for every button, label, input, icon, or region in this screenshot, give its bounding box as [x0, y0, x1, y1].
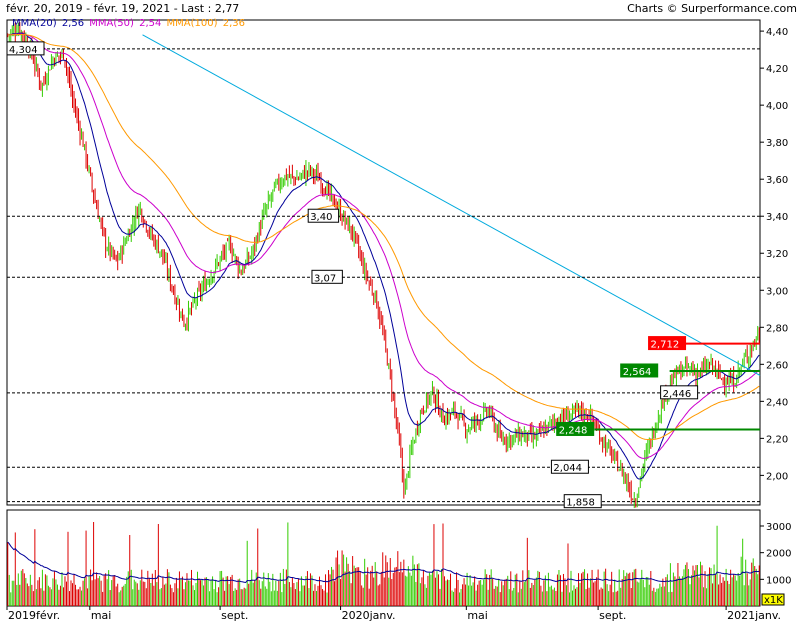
price-tick-label: 3,60 — [766, 175, 788, 186]
price-tick-label: 4,20 — [766, 64, 788, 75]
level-label-box — [550, 459, 589, 474]
price-tick-label: 4,00 — [766, 101, 788, 112]
legend-mma20-value: 2,56 — [61, 18, 85, 29]
volume-unit-badge: x1K — [764, 595, 783, 606]
level-label: 3,40 — [310, 212, 332, 223]
volume-average-line — [7, 541, 760, 584]
price-tick-label: 2,40 — [766, 397, 788, 408]
volume-panel-frame — [6, 509, 761, 607]
volume-tick-label: 3000 — [766, 522, 791, 533]
x-tick-label: sept. — [599, 609, 626, 622]
price-tick-label: 2,80 — [766, 323, 788, 334]
x-tick-label: 2021janv. — [727, 609, 781, 622]
price-panel-frame — [6, 19, 761, 506]
price-tick-label: 2,20 — [766, 434, 788, 445]
volume-tick-label: 1000 — [766, 575, 791, 586]
price-tick-label: 3,80 — [766, 138, 788, 149]
chart-period: févr. 20, 2019 - févr. 19, 2021 - Last :… — [6, 2, 240, 15]
moving-average-legend: MMA(20) 2,56 MMA(50) 2,54 MMA(100) 2,36 — [12, 18, 247, 29]
level-label: 2,044 — [553, 463, 582, 474]
x-tick-label: mai — [467, 609, 488, 622]
level-label-box — [648, 336, 687, 351]
mma50-line — [7, 33, 760, 459]
level-label-box — [556, 421, 595, 436]
chart-credit: Charts © Surperformance.com — [627, 2, 797, 15]
x-tick-label: 2020janv. — [342, 609, 396, 622]
legend-mma50-label: MMA(50) — [89, 18, 134, 29]
level-label: 4,304 — [9, 45, 38, 56]
level-label: 2,446 — [663, 389, 692, 400]
mma100-line — [7, 33, 760, 441]
level-label: 2,712 — [651, 340, 680, 351]
level-label-box — [563, 494, 602, 509]
level-label: 1,858 — [566, 498, 595, 509]
level-label-box — [660, 385, 699, 400]
price-tick-label: 3,20 — [766, 249, 788, 260]
level-label: 3,07 — [314, 273, 336, 284]
x-tick-label: sept. — [221, 609, 248, 622]
level-label-box — [6, 41, 45, 56]
legend-mma50-value: 2,54 — [139, 18, 162, 29]
mma20-line — [7, 32, 760, 480]
x-tick-label: mai — [91, 609, 112, 622]
volume-bars — [7, 522, 760, 606]
level-label-box — [620, 363, 659, 378]
price-tick-label: 3,00 — [766, 286, 788, 297]
price-tick-label: 2,60 — [766, 360, 788, 371]
legend-mma100-value: 2,36 — [222, 18, 245, 29]
level-label: 2,248 — [559, 425, 588, 436]
price-tick-label: 4,40 — [766, 27, 788, 38]
price-tick-label: 3,40 — [766, 212, 788, 223]
x-tick-label: 2019févr. — [8, 609, 60, 622]
legend-mma20-label: MMA(20) — [12, 18, 57, 29]
level-label-box — [307, 208, 340, 223]
price-tick-label: 2,00 — [766, 471, 788, 482]
volume-tick-label: 2000 — [766, 549, 791, 560]
volume-unit-badge-bg — [761, 593, 785, 606]
level-label: 2,564 — [623, 367, 652, 378]
downtrend-line — [142, 34, 761, 376]
level-label-box — [311, 269, 343, 284]
price-bars — [7, 22, 760, 509]
legend-mma100-label: MMA(100) — [166, 18, 218, 29]
